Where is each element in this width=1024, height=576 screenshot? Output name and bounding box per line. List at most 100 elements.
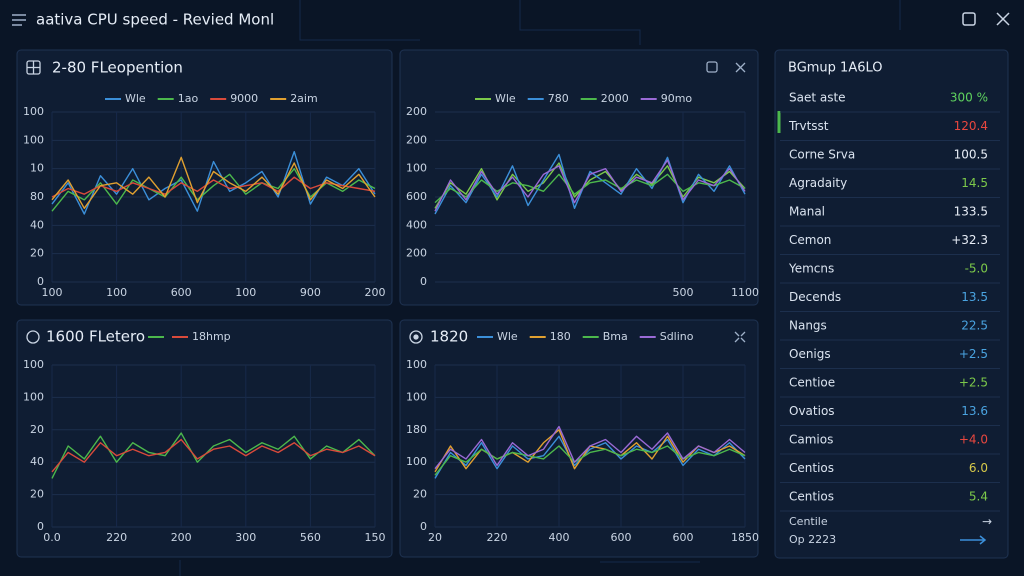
x-tick-label: 600 [611,531,632,544]
series-line [434,159,746,212]
legend-label: 780 [548,92,569,105]
y-tick-label: 80 [30,190,44,203]
row-value: -5.0 [965,262,988,276]
legend-label: Wle [495,92,516,105]
x-tick-label: 220 [487,531,508,544]
y-tick-label: 10 [30,162,44,175]
sidebar-panel [774,49,1009,559]
row-label: Agradaity [789,176,847,190]
series-line [51,438,376,473]
series-line [434,445,746,476]
legend-label: 2000 [601,92,629,105]
row-label: Corne Srva [789,148,855,162]
legend-label: 90mo [661,92,693,105]
x-tick-label: 900 [300,286,321,299]
row-label: Cemon [789,233,831,247]
footer-code: Op 2223 [789,533,836,546]
footer-label: Centile [789,515,828,528]
row-value: 300 % [950,91,988,105]
x-tick-label: 560 [300,531,321,544]
row-value: +4.0 [959,433,988,447]
sidebar-title: BGmup 1A6LO [788,61,883,76]
x-tick-label: 150 [365,531,386,544]
legend-label: 2aim [290,92,318,105]
row-value: 133.5 [954,205,988,219]
y-tick-label: 0 [37,275,44,288]
y-tick-label: 200 [406,133,427,146]
y-tick-label: 20 [30,423,44,436]
row-label: Manal [789,205,825,219]
legend-label: 18hmp [192,330,231,343]
y-tick-label: 100 [23,390,44,403]
y-tick-label: 100 [406,162,427,175]
circuit-decor [179,0,901,576]
row-label: Centioe [789,376,835,390]
x-tick-label: 20 [428,531,442,544]
x-tick-label: 500 [673,286,694,299]
row-label: Ovatios [789,404,835,418]
x-tick-label: 100 [42,286,63,299]
row-label: Yemcns [788,262,834,276]
chart-title: 1600 FLetero [46,328,145,346]
y-tick-label: 200 [406,247,427,260]
y-tick-label: 200 [406,105,427,118]
row-label: Camios [789,433,833,447]
row-label: Centios [789,490,834,504]
series-line [51,176,376,198]
menu-icon[interactable] [12,14,26,26]
chart-panel [399,319,759,558]
row-value: 6.0 [969,461,988,475]
row-value: 14.5 [961,176,988,190]
x-tick-label: 100 [235,286,256,299]
close-button[interactable] [996,12,1010,26]
y-tick-label: 0 [420,275,427,288]
footer-arrow: → [982,515,992,529]
chart-panel [16,49,393,306]
y-tick-label: 0 [37,520,44,533]
row-value: 13.6 [961,404,988,418]
x-tick-label: 200 [365,286,386,299]
legend-label: 1ao [178,92,199,105]
y-tick-label: 100 [23,133,44,146]
y-tick-label: 20 [413,488,427,501]
x-tick-label: 0.0 [43,531,61,544]
row-label: Decends [789,290,841,304]
window-title: aativa CPU speed - Revied Monl [36,11,274,29]
row-label: Trvtsst [788,119,829,133]
panel-icons [26,60,423,344]
row-label: Oenigs [789,347,831,361]
maximize-button[interactable] [962,12,976,26]
y-tick-label: 20 [30,247,44,260]
y-tick-label: 20 [30,488,44,501]
y-tick-label: 100 [406,358,427,371]
footer-link-icon[interactable] [960,535,987,545]
chart-panel [16,319,393,558]
chart-title: 1820 [430,328,468,346]
panel-close-button[interactable] [735,62,746,73]
x-tick-label: 100 [106,286,127,299]
row-value: 120.4 [954,119,988,133]
row-value: 5.4 [969,490,988,504]
y-tick-label: 100 [406,455,427,468]
chart-title: 2-80 FLeopention [52,59,183,77]
row-value: +2.5 [959,376,988,390]
y-tick-label: 100 [406,390,427,403]
row-label: Nangs [789,319,827,333]
panel-fullscreen-button[interactable] [734,331,746,343]
row-value: +2.5 [959,347,988,361]
y-tick-label: 40 [30,455,44,468]
row-value: +32.3 [951,233,988,247]
panel-expand-button[interactable] [706,61,718,73]
legend-label: 180 [550,330,571,343]
legend-label: 9000 [230,92,258,105]
legend-label: Sdlino [660,330,694,343]
series-line [434,425,746,470]
series-line [51,156,376,210]
row-value: 100.5 [954,148,988,162]
legend-label: Wle [125,92,146,105]
y-tick-label: 40 [30,218,44,231]
series-line [434,153,746,215]
x-tick-label: 600 [171,286,192,299]
